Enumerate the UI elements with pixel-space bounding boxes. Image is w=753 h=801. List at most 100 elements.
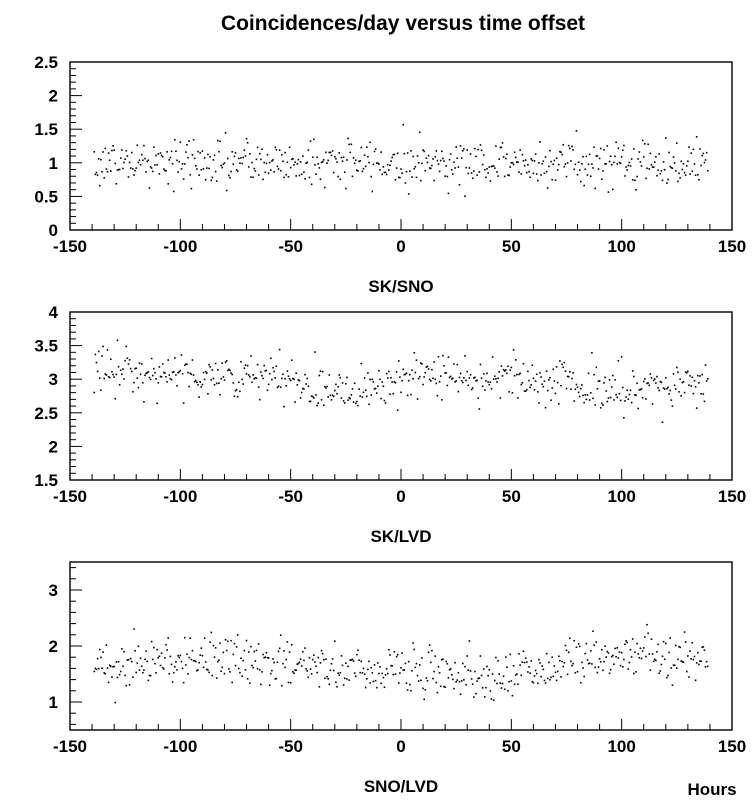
data-point <box>603 382 605 384</box>
data-point <box>367 372 369 374</box>
data-point <box>605 163 608 165</box>
data-point <box>185 151 187 153</box>
data-point <box>359 395 361 397</box>
data-point <box>631 370 634 372</box>
data-point <box>278 348 281 351</box>
data-point <box>169 655 172 658</box>
data-point <box>506 153 508 155</box>
data-point <box>121 647 123 650</box>
data-point <box>158 173 161 175</box>
data-point <box>638 151 641 153</box>
data-point <box>298 174 301 177</box>
data-point <box>663 168 666 171</box>
data-point <box>320 161 323 164</box>
data-point <box>503 688 506 691</box>
data-point <box>236 170 239 173</box>
data-point <box>640 165 643 167</box>
data-point <box>681 381 684 384</box>
data-point <box>400 168 402 170</box>
data-point <box>217 369 219 371</box>
data-point <box>114 701 117 704</box>
data-point <box>93 391 96 394</box>
data-point <box>190 187 193 190</box>
data-point <box>233 155 236 158</box>
data-point <box>662 640 665 643</box>
data-point <box>516 373 518 376</box>
data-point <box>397 176 400 179</box>
data-point <box>656 174 658 177</box>
data-point <box>627 668 630 670</box>
data-point <box>283 176 285 179</box>
tick-marks <box>69 567 733 730</box>
data-point <box>416 674 419 677</box>
data-point <box>534 153 537 155</box>
data-point <box>581 661 583 664</box>
data-point <box>93 151 96 153</box>
data-point <box>266 656 269 659</box>
data-point <box>522 159 525 162</box>
data-point <box>176 385 178 387</box>
data-point <box>366 678 368 680</box>
data-point <box>305 668 307 670</box>
data-point <box>617 360 620 362</box>
data-point <box>239 671 241 674</box>
data-point <box>667 674 669 677</box>
data-point <box>428 378 431 381</box>
data-point <box>566 375 569 378</box>
data-point <box>308 400 311 403</box>
data-point <box>460 157 463 159</box>
x-tick-label: 50 <box>502 237 521 256</box>
data-point <box>561 363 563 366</box>
data-point <box>537 391 539 393</box>
data-point <box>166 649 168 651</box>
y-tick-labels: 123 <box>49 581 58 712</box>
data-point <box>649 152 652 155</box>
data-point <box>490 387 493 390</box>
data-point <box>224 361 227 364</box>
data-point <box>429 379 432 382</box>
data-point <box>626 169 628 171</box>
data-point <box>442 157 444 160</box>
data-point <box>111 676 113 678</box>
data-point <box>458 376 461 379</box>
data-point <box>255 649 258 652</box>
data-point <box>449 375 452 378</box>
data-point <box>427 368 430 370</box>
data-point <box>458 680 461 683</box>
x-tick-label: -150 <box>53 737 87 756</box>
data-point <box>402 669 405 671</box>
data-point <box>514 674 517 676</box>
data-point <box>507 689 509 692</box>
data-point <box>107 152 110 154</box>
data-point <box>281 153 283 156</box>
data-point <box>572 149 574 151</box>
data-point <box>209 155 211 158</box>
y-tick-label: 1.5 <box>34 120 58 139</box>
data-point <box>243 367 246 369</box>
data-point <box>512 163 515 166</box>
data-point <box>446 663 449 665</box>
data-point <box>300 173 303 176</box>
data-point <box>645 398 647 400</box>
data-point <box>149 674 152 677</box>
data-point <box>662 387 665 389</box>
data-point <box>694 174 697 177</box>
data-point <box>292 377 294 380</box>
data-point <box>339 376 342 379</box>
data-point <box>101 355 103 357</box>
data-point <box>464 195 466 198</box>
data-point <box>702 152 705 155</box>
data-point <box>97 350 100 353</box>
data-point <box>646 623 648 626</box>
data-point <box>470 678 473 680</box>
data-point <box>436 691 439 694</box>
data-point <box>293 164 295 166</box>
data-point <box>243 649 246 652</box>
data-point <box>676 142 678 144</box>
data-point <box>231 681 233 684</box>
data-point <box>513 374 516 377</box>
data-point <box>434 378 436 381</box>
x-tick-labels: -150 -100 -50 0 50 100 150 <box>53 487 746 506</box>
data-point <box>328 374 331 376</box>
data-point <box>542 385 545 388</box>
